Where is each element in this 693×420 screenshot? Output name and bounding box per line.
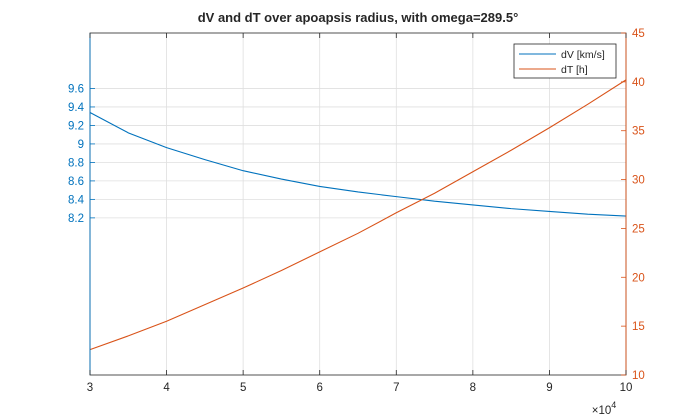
x-tick-label: 3 xyxy=(87,382,93,394)
x-exponent-power: 4 xyxy=(611,400,616,410)
right-tick-label: 35 xyxy=(632,126,645,138)
right-tick-label: 20 xyxy=(632,272,645,284)
chart-title: dV and dT over apoapsis radius, with ome… xyxy=(198,10,519,25)
left-tick-label: 8.2 xyxy=(68,213,84,225)
left-tick-label: 8.4 xyxy=(68,194,85,206)
x-axis: 3 4 5 6 7 8 9 10 xyxy=(87,33,633,394)
legend-box xyxy=(513,43,617,79)
right-tick-label: 40 xyxy=(632,77,645,89)
grid xyxy=(90,33,626,375)
legend: dV [km/s] dT [h] xyxy=(513,43,617,79)
plot-lines xyxy=(89,79,627,351)
x-tick-label: 5 xyxy=(240,382,246,394)
left-tick-label: 8.6 xyxy=(68,176,84,188)
right-tick-label: 45 xyxy=(632,28,645,40)
left-y-axis: 8.2 8.4 8.6 8.8 9 9.2 9.4 9.6 xyxy=(68,83,95,225)
x-tick-label: 6 xyxy=(317,382,323,394)
left-tick-label: 8.8 xyxy=(68,157,84,169)
x-tick-label: 10 xyxy=(620,382,633,394)
x-tick-label: 9 xyxy=(546,382,552,394)
x-tick-label: 8 xyxy=(470,382,476,394)
x-tick-label: 7 xyxy=(393,382,399,394)
legend-label-dv: dV [km/s] xyxy=(561,49,605,61)
right-tick-label: 30 xyxy=(632,175,645,187)
x-exponent-base: ×10 xyxy=(592,405,612,417)
left-tick-label: 9.4 xyxy=(68,102,85,114)
right-tick-label: 10 xyxy=(632,370,645,382)
plot-frame xyxy=(89,32,627,376)
left-tick-label: 9.6 xyxy=(68,83,84,95)
left-tick-label: 9.2 xyxy=(68,120,84,132)
left-tick-label: 9 xyxy=(78,139,84,151)
right-y-axis: 10 15 20 25 30 35 40 45 xyxy=(621,28,645,382)
legend-label-dt: dT [h] xyxy=(561,64,588,76)
x-exponent-label: ×104 xyxy=(592,400,617,417)
right-tick-label: 25 xyxy=(632,223,645,235)
right-tick-label: 15 xyxy=(632,321,645,333)
series-line-dt xyxy=(89,79,627,351)
series-line-dv xyxy=(89,112,627,217)
x-tick-label: 4 xyxy=(163,382,170,394)
